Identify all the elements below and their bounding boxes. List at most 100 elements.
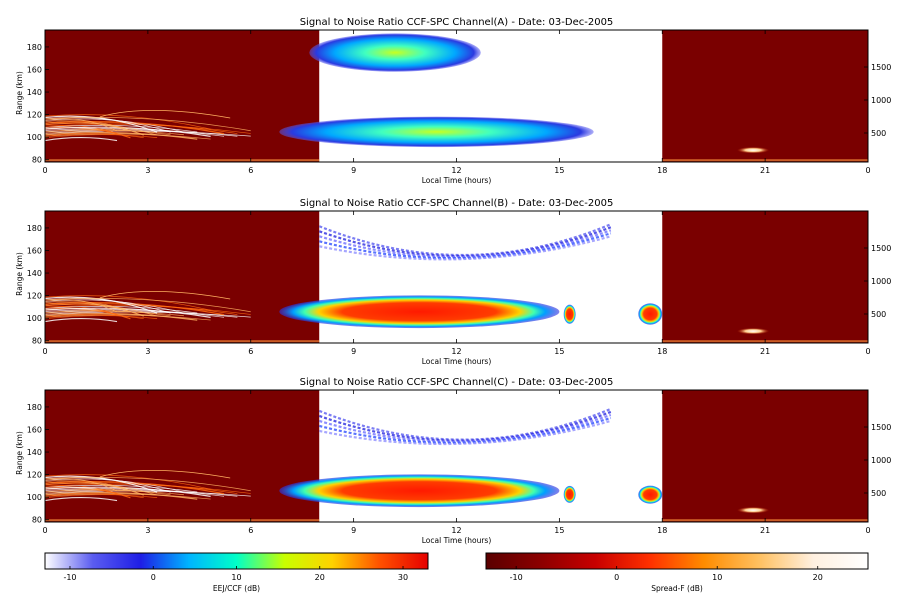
y-tick-label: 100: [27, 133, 42, 142]
colorbar-label: EEJ/CCF (dB): [213, 584, 260, 593]
colorbar-tick-label: 20: [813, 573, 823, 582]
y-tick-label: 140: [27, 88, 42, 97]
colorbar-label: Spread-F (dB): [651, 584, 703, 593]
y-right-tick-label: 500: [871, 489, 886, 498]
x-tick-label: 0: [42, 166, 47, 175]
y-tick-label: 180: [27, 224, 42, 233]
y-tick-label: 80: [32, 156, 42, 165]
night-region-evening: [45, 211, 320, 343]
x-axis-label: Local Time (hours): [422, 357, 492, 366]
x-axis-label: Local Time (hours): [422, 176, 492, 185]
x-tick-label: 9: [351, 526, 356, 535]
x-tick-label: 3: [145, 526, 150, 535]
y-tick-label: 120: [27, 111, 42, 120]
eej-echo-band: [279, 116, 594, 148]
y-right-tick-label: 500: [871, 310, 886, 319]
night-region-evening: [45, 30, 320, 162]
colorbar-tick-label: -10: [510, 573, 523, 582]
x-tick-label: 0: [865, 526, 870, 535]
y-right-tick-label: 1000: [871, 96, 891, 105]
colorbar-gradient: [485, 552, 869, 570]
spread-f-patch: [737, 506, 770, 514]
y-right-tick-label: 500: [871, 129, 886, 138]
y-tick-label: 160: [27, 246, 42, 255]
night-region-morning: [662, 211, 868, 343]
y-right-tick-label: 1500: [871, 244, 891, 253]
eej-echo-blob: [563, 485, 576, 503]
upper-echo-layer: [309, 33, 481, 72]
colorbar-tick-label: 0: [151, 573, 156, 582]
x-tick-label: 21: [760, 526, 770, 535]
eej-echo-band: [279, 474, 560, 508]
x-axis-label: Local Time (hours): [422, 536, 492, 545]
ground-strip: [45, 519, 320, 522]
night-region-morning: [662, 30, 868, 162]
y-tick-label: 120: [27, 292, 42, 301]
night-region-morning: [662, 390, 868, 522]
colorbar-tick-label: -10: [63, 573, 76, 582]
colorbar-tick-label: 30: [398, 573, 408, 582]
spread-f-patch: [737, 327, 770, 335]
y-tick-label: 180: [27, 403, 42, 412]
x-tick-label: 15: [554, 347, 564, 356]
upper-echo-arc: [318, 223, 612, 261]
y-axis-label: Range (km): [15, 252, 24, 296]
colorbar-tick-label: 20: [315, 573, 325, 582]
x-tick-label: 21: [760, 347, 770, 356]
x-tick-label: 0: [42, 526, 47, 535]
colorbar-tick-label: 0: [614, 573, 619, 582]
y-right-tick-label: 1000: [871, 277, 891, 286]
x-tick-label: 21: [760, 166, 770, 175]
y-tick-label: 140: [27, 269, 42, 278]
y-axis-label: Range (km): [15, 71, 24, 115]
y-tick-label: 140: [27, 448, 42, 457]
eej-echo-band: [638, 303, 663, 325]
x-tick-label: 3: [145, 166, 150, 175]
y-tick-label: 180: [27, 43, 42, 52]
panel-B: Signal to Noise Ratio CCF-SPC Channel(B)…: [15, 198, 891, 366]
x-tick-label: 0: [865, 166, 870, 175]
y-right-tick-label: 1000: [871, 456, 891, 465]
y-tick-label: 120: [27, 471, 42, 480]
night-region-evening: [45, 390, 320, 522]
x-tick-label: 18: [657, 166, 667, 175]
x-tick-label: 0: [42, 347, 47, 356]
panel-title: Signal to Noise Ratio CCF-SPC Channel(C)…: [300, 377, 614, 388]
x-tick-label: 15: [554, 166, 564, 175]
y-tick-label: 80: [32, 337, 42, 346]
x-tick-label: 9: [351, 166, 356, 175]
panel-title: Signal to Noise Ratio CCF-SPC Channel(A)…: [300, 17, 614, 28]
x-tick-label: 18: [657, 347, 667, 356]
upper-echo-arc: [318, 407, 612, 446]
colorbar-spread-f: -10 0 10 20 Spread-F (dB): [485, 552, 869, 593]
x-tick-label: 12: [451, 526, 461, 535]
ground-strip: [45, 340, 320, 343]
y-axis-label: Range (km): [15, 431, 24, 475]
spread-f-patch: [737, 146, 770, 154]
x-tick-label: 12: [451, 347, 461, 356]
colorbar-tick-label: 10: [231, 573, 241, 582]
eej-echo-band: [638, 485, 663, 504]
ground-strip: [45, 159, 320, 162]
x-tick-label: 9: [351, 347, 356, 356]
y-right-tick-label: 1500: [871, 63, 891, 72]
x-tick-label: 15: [554, 526, 564, 535]
spread-f-streaks: [45, 290, 251, 323]
colorbar-eej: -10 0 10 20 30 EEJ/CCF (dB): [44, 552, 429, 593]
y-tick-label: 80: [32, 516, 42, 525]
x-tick-label: 6: [248, 526, 253, 535]
eej-echo-blob: [563, 304, 576, 324]
x-tick-label: 6: [248, 166, 253, 175]
x-tick-label: 3: [145, 347, 150, 356]
panel-A: Signal to Noise Ratio CCF-SPC Channel(A)…: [15, 17, 891, 185]
y-tick-label: 100: [27, 493, 42, 502]
y-tick-label: 100: [27, 314, 42, 323]
colorbar-tick-label: 10: [712, 573, 722, 582]
y-right-tick-label: 1500: [871, 423, 891, 432]
panel-C: Signal to Noise Ratio CCF-SPC Channel(C)…: [15, 377, 891, 545]
panel-title: Signal to Noise Ratio CCF-SPC Channel(B)…: [300, 198, 614, 209]
x-tick-label: 6: [248, 347, 253, 356]
y-tick-label: 160: [27, 425, 42, 434]
spread-f-streaks: [45, 109, 251, 142]
